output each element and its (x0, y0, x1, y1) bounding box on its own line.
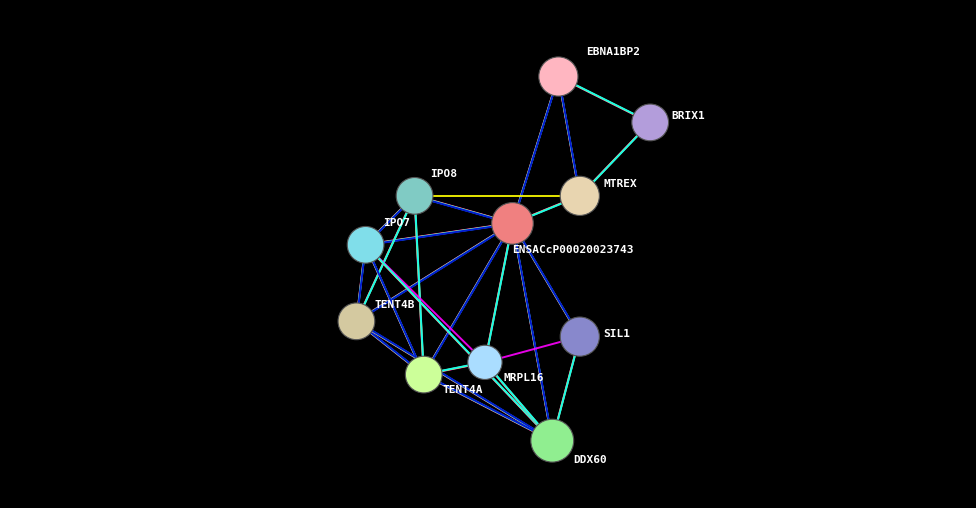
Circle shape (539, 57, 578, 96)
Circle shape (405, 356, 442, 393)
Circle shape (560, 317, 599, 356)
Text: TENT4B: TENT4B (375, 300, 415, 310)
Text: DDX60: DDX60 (574, 455, 607, 465)
Text: TENT4A: TENT4A (442, 386, 482, 396)
Circle shape (560, 176, 599, 215)
Text: IPO8: IPO8 (429, 170, 457, 179)
Text: SIL1: SIL1 (603, 329, 630, 338)
Text: EBNA1BP2: EBNA1BP2 (586, 47, 640, 57)
Text: MTREX: MTREX (603, 179, 636, 188)
Text: BRIX1: BRIX1 (671, 111, 706, 121)
Text: IPO7: IPO7 (383, 218, 410, 229)
Text: ENSACcP00020023743: ENSACcP00020023743 (512, 245, 634, 255)
Circle shape (492, 203, 533, 244)
Text: MRPL16: MRPL16 (504, 373, 544, 383)
Circle shape (631, 104, 669, 141)
Circle shape (396, 177, 433, 214)
Circle shape (531, 419, 574, 462)
Circle shape (338, 303, 375, 340)
Circle shape (468, 345, 502, 379)
Circle shape (347, 227, 384, 263)
